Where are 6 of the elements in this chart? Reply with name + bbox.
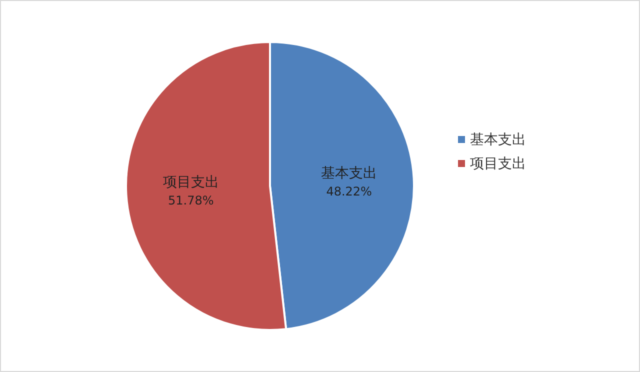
slice-label: 项目支出 [162, 174, 219, 190]
data-label: 51.78% [168, 193, 214, 208]
slice-label: 基本支出 [321, 166, 378, 182]
data-label: 48.22% [326, 184, 372, 199]
legend-label: 基本支出 [470, 132, 526, 148]
legend-label: 项目支出 [470, 156, 526, 172]
